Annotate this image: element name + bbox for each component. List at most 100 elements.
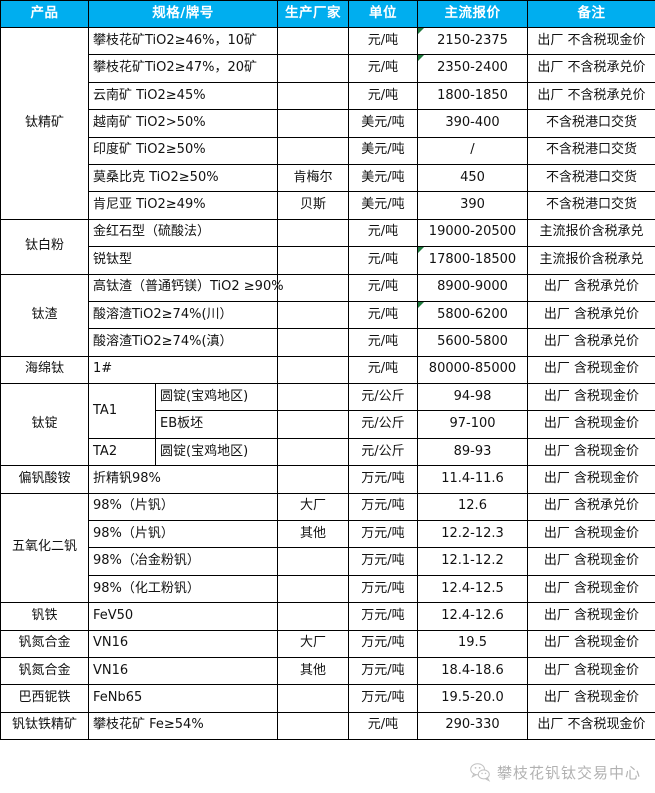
unit-cell: 元/公斤	[348, 383, 418, 412]
table-header: 产品 规格/牌号 生产厂家 单位 主流报价 备注	[0, 0, 655, 28]
table-row: 钛精矿 攀枝花矿TiO2≥46%，10矿 元/吨 2150-2375 出厂 不含税现金价	[0, 26, 655, 220]
maker-cell: 大厂	[277, 492, 349, 522]
unit-cell: 元/吨	[348, 300, 418, 330]
product-group-cell: 钒钛铁精矿	[0, 711, 89, 741]
spec-cell: 锐钛型	[88, 246, 278, 275]
remark-cell: 出厂 不含税承兑价	[527, 81, 655, 111]
table-row: 钒氮合金 VN16 大厂 万元/吨 19.5 出厂 含税现金价	[0, 629, 655, 658]
unit-cell: 万元/吨	[348, 602, 418, 631]
remark-cell: 出厂 含税现金价	[527, 520, 655, 549]
remark-cell: 出厂 含税现金价	[527, 383, 655, 412]
spec-cell: 莫桑比克 TiO2≥50%	[88, 163, 278, 193]
remark-cell: 不含税港口交货	[527, 109, 655, 138]
price-cell: 19000-20500	[417, 218, 528, 248]
price-cell: 1800-1850	[417, 81, 528, 111]
unit-cell: 元/吨	[348, 81, 418, 111]
remark-cell: 出厂 含税现金价	[527, 602, 655, 631]
maker-cell	[277, 684, 349, 713]
spec-cell: 云南矿 TiO2≥45%	[88, 81, 278, 111]
spec-cell: 折精钒98%	[88, 465, 278, 494]
spec-cell: 98%（化工粉钒）	[88, 574, 278, 604]
price-cell: 12.6	[417, 492, 528, 522]
price-cell: 5800-6200	[417, 300, 528, 330]
spec-cell: FeNb65	[88, 684, 278, 713]
spec-cell: 酸溶渣TiO2≥74%(川）	[88, 300, 278, 330]
unit-cell: 元/吨	[348, 246, 418, 275]
price-cell: 12.1-12.2	[417, 547, 528, 576]
unit-cell: 美元/吨	[348, 136, 418, 165]
header-row: 产品 规格/牌号 生产厂家 单位 主流报价 备注	[0, 0, 655, 28]
price-cell: 19.5	[417, 629, 528, 658]
product-group-cell: 偏钒酸铵	[0, 465, 89, 494]
remark-cell: 出厂 含税现金价	[527, 410, 655, 439]
table-row: 钒钛铁精矿 攀枝花矿 Fe≥54% 元/吨 290-330 出厂 不含税现金价	[0, 711, 655, 741]
spec-cell: 肯尼亚 TiO2≥49%	[88, 191, 278, 220]
remark-cell: 出厂 含税现金价	[527, 547, 655, 576]
remark-cell: 出厂 不含税承兑价	[527, 54, 655, 83]
spec-cell: FeV50	[88, 602, 278, 631]
maker-cell	[277, 711, 349, 741]
unit-cell: 万元/吨	[348, 520, 418, 549]
unit-cell: 元/公斤	[348, 410, 418, 439]
unit-cell: 万元/吨	[348, 684, 418, 713]
product-group-cell: 钒氮合金	[0, 656, 89, 686]
remark-cell: 出厂 含税现金价	[527, 629, 655, 658]
unit-cell: 元/公斤	[348, 437, 418, 467]
table-row: 98%（冶金粉钒） 万元/吨 12.1-12.2 出厂 含税现金价	[1, 547, 655, 576]
price-cell: /	[417, 136, 528, 165]
maker-cell	[277, 109, 349, 138]
table-row: 印度矿 TiO2≥50% 美元/吨 / 不含税港口交货	[1, 136, 655, 165]
maker-cell: 其他	[277, 520, 349, 549]
unit-cell: 万元/吨	[348, 465, 418, 494]
grade-cell: TA1	[88, 383, 156, 439]
table-body: 钛精矿 攀枝花矿TiO2≥46%，10矿 元/吨 2150-2375 出厂 不含税现金价…	[0, 26, 655, 741]
unit-cell: 万元/吨	[348, 492, 418, 522]
price-cell: 11.4-11.6	[417, 465, 528, 494]
remark-cell: 出厂 不含税现金价	[527, 711, 655, 741]
maker-cell	[277, 574, 349, 604]
spec-cell: 攀枝花矿TiO2≥47%，20矿	[88, 54, 278, 83]
table-row: TA2 圆锭(宝鸡地区) 元/公斤 89-93 出厂 含税现金价	[1, 437, 655, 467]
remark-cell: 出厂 不含税现金价	[527, 26, 655, 56]
maker-cell	[277, 410, 349, 439]
maker-cell	[277, 328, 349, 357]
price-cell: 2350-2400	[417, 54, 528, 83]
price-cell: 97-100	[417, 410, 528, 439]
product-group-cell: 巴西铌铁	[0, 684, 89, 713]
price-cell: 5600-5800	[417, 328, 528, 357]
maker-cell	[277, 54, 349, 83]
table-row: 酸溶渣TiO2≥74%(川） 元/吨 5800-6200 出厂 含税承兑价	[1, 300, 655, 330]
unit-cell: 万元/吨	[348, 629, 418, 658]
maker-cell	[277, 273, 349, 302]
remark-cell: 出厂 含税承兑价	[527, 273, 655, 302]
maker-cell: 大厂	[277, 629, 349, 658]
price-cell: 2150-2375	[417, 26, 528, 56]
unit-cell: 万元/吨	[348, 574, 418, 604]
remark-cell: 不含税港口交货	[527, 136, 655, 165]
price-cell: 17800-18500	[417, 246, 528, 275]
product-group-cell: 钛渣	[0, 273, 89, 357]
product-group-cell: 钒氮合金	[0, 629, 89, 658]
spec-cell: 酸溶渣TiO2≥74%(滇）	[88, 328, 278, 357]
product-group-cell: 钛锭	[0, 383, 89, 467]
unit-cell: 美元/吨	[348, 109, 418, 138]
unit-cell: 美元/吨	[348, 163, 418, 193]
remark-cell: 不含税港口交货	[527, 191, 655, 220]
price-cell: 89-93	[417, 437, 528, 467]
column-header-product: 产品	[0, 0, 89, 28]
table-row: 攀枝花矿TiO2≥47%，20矿 元/吨 2350-2400 出厂 不含税承兑价	[1, 54, 655, 83]
remark-cell: 主流报价含税承兑	[527, 246, 655, 275]
price-cell: 450	[417, 163, 528, 193]
table-row: 98%（化工粉钒） 万元/吨 12.4-12.5 出厂 含税现金价	[1, 574, 655, 604]
table-row: 莫桑比克 TiO2≥50% 肯梅尔 美元/吨 450 不含税港口交货	[1, 163, 655, 193]
maker-cell	[277, 602, 349, 631]
table-row: 海绵钛 1# 元/吨 80000-85000 出厂 含税现金价	[0, 355, 655, 385]
maker-cell	[277, 300, 349, 330]
table-row: 巴西铌铁 FeNb65 万元/吨 19.5-20.0 出厂 含税现金价	[0, 684, 655, 713]
price-cell: 12.2-12.3	[417, 520, 528, 549]
column-header-price: 主流报价	[417, 0, 528, 28]
table-row: 五氧化二钒 98%（片钒） 大厂 万元/吨 12.6 出厂 含税承兑价	[0, 492, 655, 604]
product-group-cell: 海绵钛	[0, 355, 89, 385]
column-header-spec: 规格/牌号	[88, 0, 278, 28]
maker-cell: 贝斯	[277, 191, 349, 220]
